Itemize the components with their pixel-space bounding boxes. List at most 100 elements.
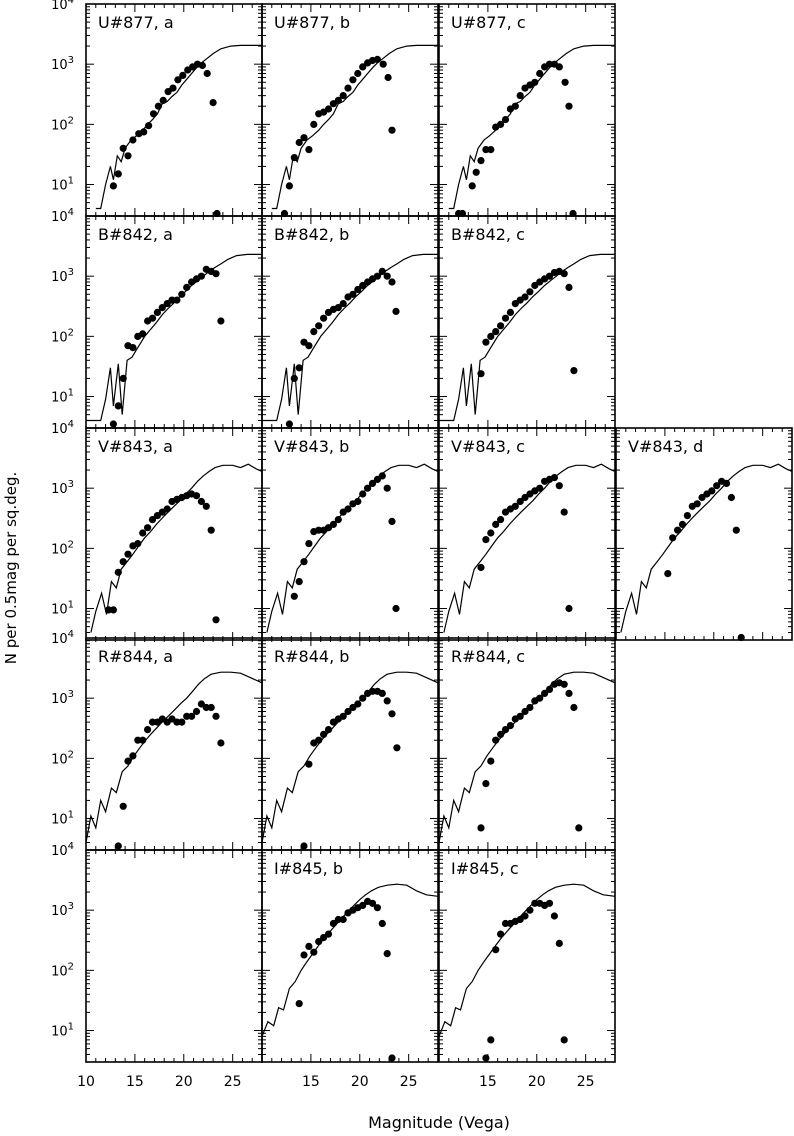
- data-point: [124, 757, 132, 765]
- data-point: [174, 76, 182, 84]
- data-point: [339, 712, 347, 720]
- data-point: [722, 479, 731, 487]
- data-point: [134, 540, 142, 548]
- data-point: [468, 182, 476, 190]
- data-point: [550, 912, 559, 920]
- model-line: [262, 671, 438, 843]
- data-point: [173, 296, 181, 304]
- data-point: [482, 780, 490, 788]
- y-tick-label: 101: [51, 388, 74, 406]
- data-point: [212, 616, 220, 624]
- data-point: [497, 730, 505, 739]
- data-point: [192, 707, 201, 716]
- x-tick-label: 25: [577, 1074, 595, 1090]
- data-point: [388, 517, 396, 526]
- data-point: [388, 278, 396, 286]
- data-point: [511, 102, 519, 110]
- data-point: [140, 128, 148, 136]
- panel-R-c: R#844, c: [438, 637, 616, 851]
- y-tick-label: 103: [51, 901, 74, 919]
- data-point: [378, 689, 386, 698]
- model-line: [620, 463, 792, 633]
- y-tick-label: 104: [51, 0, 74, 13]
- data-point: [344, 707, 352, 716]
- data-point: [305, 942, 313, 951]
- data-point: [487, 332, 495, 340]
- data-point: [285, 420, 293, 428]
- data-point: [383, 272, 391, 280]
- model-line: [439, 883, 615, 1037]
- data-point: [560, 508, 568, 516]
- panel-label: R#844, c: [451, 647, 525, 666]
- data-point: [119, 802, 127, 810]
- data-point: [526, 703, 534, 712]
- data-point: [492, 736, 500, 744]
- data-point: [575, 824, 583, 832]
- data-point: [305, 146, 313, 154]
- data-point: [368, 479, 377, 487]
- panel-frame: [261, 849, 439, 1063]
- panel-label: B#842, b: [274, 225, 349, 244]
- x-tick-label: 20: [528, 1074, 546, 1090]
- model-line: [262, 253, 438, 422]
- data-point: [329, 919, 337, 928]
- data-point: [506, 308, 514, 316]
- data-point: [217, 739, 225, 747]
- data-point: [497, 516, 505, 524]
- x-tick-label: 25: [400, 1074, 418, 1090]
- data-point: [526, 288, 534, 296]
- panel-U-c: U#877, c: [438, 3, 616, 218]
- x-tick-labels: 10 15 20 25 15 20 25 15 20 25: [77, 1074, 594, 1090]
- data-point: [197, 497, 205, 506]
- data-point: [497, 120, 505, 128]
- x-tick-label: 15: [302, 1074, 320, 1090]
- data-point: [378, 919, 386, 928]
- panel-label: U#877, b: [274, 13, 350, 32]
- data-point: [320, 314, 328, 322]
- model-line: [439, 671, 615, 843]
- data-point: [492, 946, 500, 954]
- panel-label: V#843, b: [274, 437, 349, 456]
- data-point: [153, 308, 161, 316]
- model-line: [262, 883, 438, 1037]
- panel-I-c: I#845, c: [438, 849, 616, 1063]
- data-point: [368, 899, 377, 907]
- data-point: [354, 700, 362, 708]
- data-point: [114, 842, 122, 850]
- data-point: [482, 338, 490, 346]
- panel-label: V#843, d: [628, 437, 703, 456]
- y-tick-label: 102: [51, 327, 74, 345]
- data-point: [392, 604, 400, 613]
- data-point: [329, 520, 337, 529]
- data-point: [320, 730, 328, 739]
- data-point: [217, 317, 225, 325]
- data-point: [393, 744, 401, 752]
- y-tick-label: 104: [51, 629, 74, 647]
- data-point: [349, 76, 357, 84]
- data-point: [334, 96, 342, 104]
- data-point: [384, 73, 392, 82]
- data-point: [477, 563, 485, 572]
- data-point: [295, 578, 303, 586]
- data-point: [295, 364, 303, 372]
- panel-B-a: 101 102 103 104 B#842, a: [51, 207, 263, 429]
- data-point: [300, 134, 308, 142]
- data-point: [570, 367, 578, 375]
- data-point: [145, 122, 153, 130]
- panel-B-c: B#842, c: [438, 215, 616, 429]
- y-tick-label: 102: [51, 749, 74, 767]
- data-point: [212, 270, 220, 278]
- panel-R-b: R#844, b: [261, 637, 439, 851]
- data-point: [383, 697, 391, 705]
- panel-I-a: 101 102 103 104: [51, 841, 263, 1063]
- data-point: [290, 592, 298, 600]
- data-point: [359, 63, 367, 71]
- data-point: [344, 84, 352, 92]
- panel-label: U#877, a: [98, 13, 174, 32]
- data-point: [477, 824, 485, 832]
- y-axis-label: N per 0.5mag per sq.deg.: [2, 472, 20, 664]
- data-point: [324, 930, 333, 938]
- model-line: [86, 671, 262, 843]
- data-point: [339, 915, 347, 924]
